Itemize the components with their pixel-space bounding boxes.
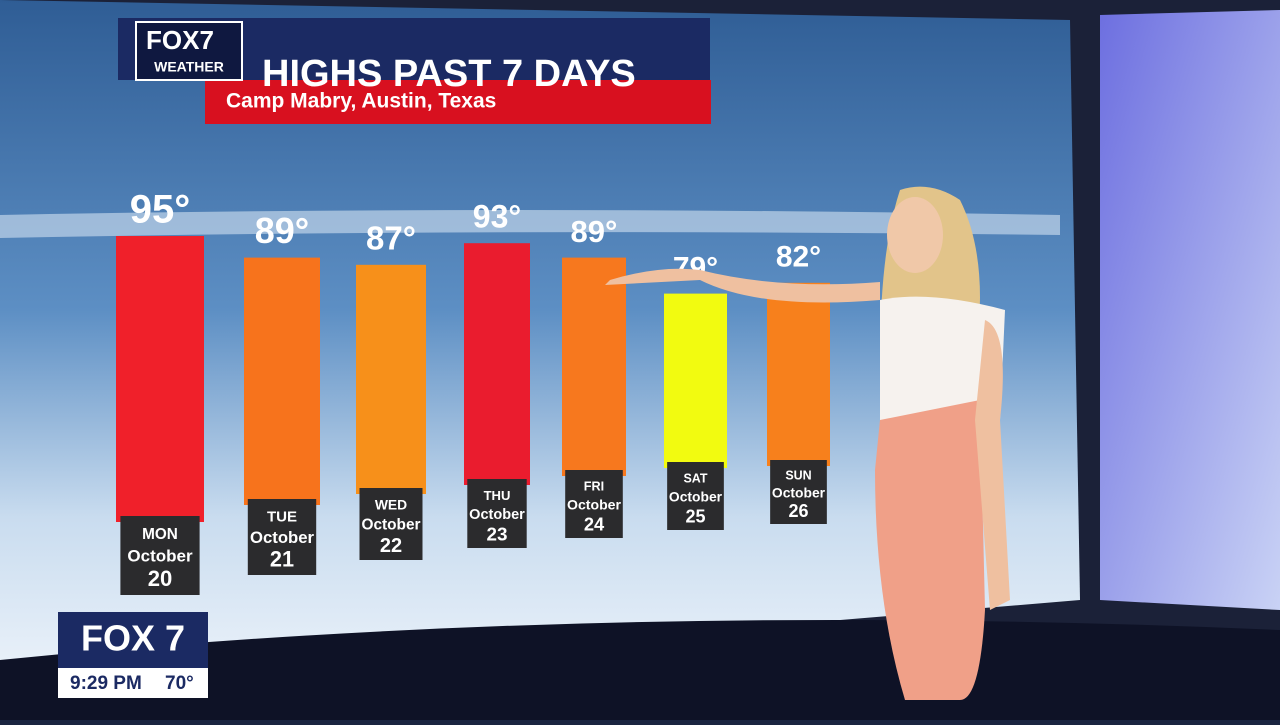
value-label: 82°: [776, 241, 821, 274]
subtitle-banner: [205, 80, 711, 124]
date-box: [770, 460, 827, 524]
month-label: October: [772, 484, 826, 500]
date-box: [120, 516, 200, 595]
side-wall: [1100, 10, 1280, 610]
value-label: 93°: [473, 199, 521, 235]
chart-subtitle: Camp Mabry, Austin, Texas: [226, 90, 496, 113]
date-label: 21: [270, 547, 294, 572]
month-label: October: [469, 507, 525, 523]
month-label: October: [361, 517, 420, 534]
station-bug: [58, 612, 208, 668]
date-box: [667, 462, 724, 530]
horizon-band: [0, 210, 1060, 238]
date-label: 26: [788, 501, 808, 521]
bar: [562, 257, 626, 476]
brand-name: FOX7: [146, 25, 214, 55]
chart-title: HIGHS PAST 7 DAYS: [262, 53, 636, 95]
day-label: FRI: [584, 480, 604, 494]
bar: [356, 264, 426, 494]
station-name: FOX 7: [81, 618, 185, 659]
date-box: [565, 470, 623, 538]
day-label: WED: [375, 497, 407, 513]
clock: 9:29 PM: [70, 673, 142, 694]
day-label: MON: [142, 526, 178, 543]
value-label: 89°: [255, 210, 309, 251]
day-label: THU: [484, 488, 511, 503]
brand-logo: [135, 21, 243, 81]
date-label: 23: [487, 523, 508, 544]
day-label: SAT: [683, 471, 707, 485]
month-label: October: [250, 528, 315, 547]
date-label: 25: [685, 506, 705, 526]
bar: [767, 282, 830, 466]
presenter: [605, 186, 1010, 700]
value-label: 87°: [366, 220, 416, 257]
bar-chart: 95°MONOctober2089°TUEOctober2187°WEDOcto…: [116, 188, 830, 595]
value-label: 89°: [571, 214, 618, 249]
brand-sub: WEATHER: [154, 59, 224, 75]
bar: [664, 293, 727, 468]
date-box: [359, 488, 423, 560]
date-label: 20: [148, 566, 173, 591]
time-panel: [58, 668, 208, 698]
date-label: 24: [584, 513, 605, 534]
month-label: October: [669, 488, 723, 504]
bar: [464, 243, 530, 485]
day-label: SUN: [785, 469, 811, 483]
bar: [116, 236, 204, 522]
date-box: [467, 479, 527, 548]
day-label: TUE: [267, 509, 297, 526]
month-label: October: [127, 547, 193, 566]
date-box: [247, 499, 317, 575]
date-label: 22: [380, 535, 402, 557]
month-label: October: [567, 496, 621, 512]
value-label: 95°: [130, 188, 191, 232]
current-temperature: 70°: [165, 673, 194, 694]
bar: [244, 257, 320, 505]
